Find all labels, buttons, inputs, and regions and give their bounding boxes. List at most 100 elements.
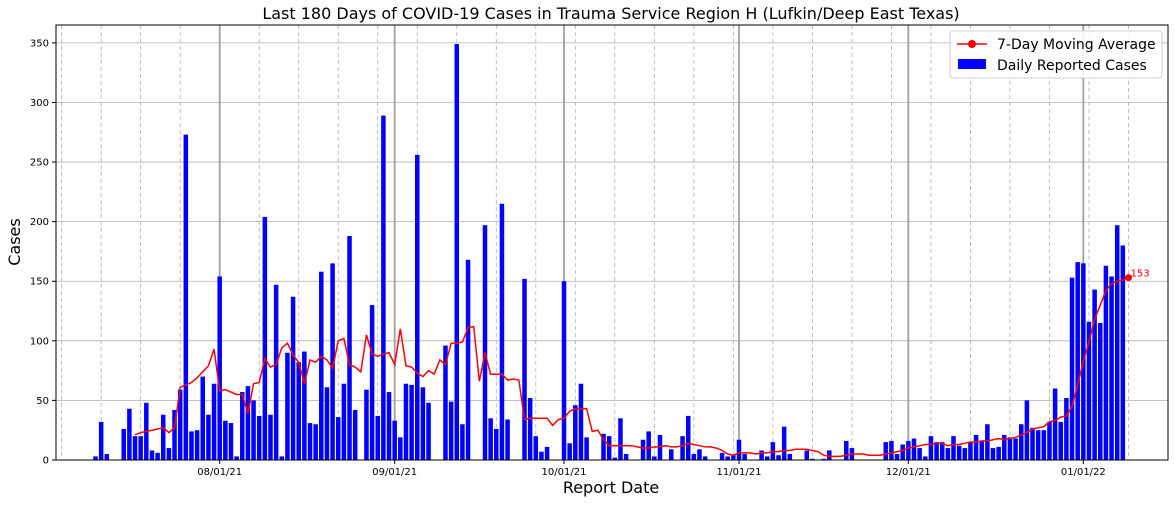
- x-axis-label: Report Date: [563, 478, 659, 497]
- daily-cases-bar: [522, 278, 527, 460]
- legend: 7-Day Moving Average Daily Reported Case…: [949, 30, 1163, 79]
- daily-cases-bar: [979, 440, 984, 460]
- daily-cases-bar: [398, 437, 403, 460]
- daily-cases-bar: [386, 392, 392, 460]
- axes: [55, 24, 1169, 461]
- daily-cases-bar: [1013, 438, 1018, 460]
- daily-cases-bar: [906, 440, 911, 460]
- daily-cases-bar: [296, 362, 301, 460]
- daily-cases-bar: [285, 352, 290, 460]
- daily-cases-bar: [1041, 430, 1047, 460]
- daily-cases-bar: [742, 454, 747, 460]
- daily-cases-bar: [132, 436, 138, 460]
- daily-cases-bar: [1047, 421, 1052, 460]
- daily-cases-bar: [200, 376, 206, 460]
- daily-cases-bar: [567, 443, 572, 460]
- daily-cases-bar: [996, 446, 1001, 460]
- daily-cases-bar: [1075, 262, 1080, 460]
- chart-title: Last 180 Days of COVID-19 Cases in Traum…: [262, 4, 959, 23]
- daily-cases-bar: [956, 445, 962, 460]
- daily-cases-bar: [923, 456, 928, 460]
- legend-frame: [949, 30, 1163, 79]
- daily-cases-bar: [448, 401, 454, 460]
- bar-series: [93, 44, 1126, 461]
- daily-cases-bar: [166, 448, 172, 460]
- daily-cases-bar: [945, 448, 951, 460]
- daily-cases-bar: [573, 405, 578, 460]
- daily-cases-bar: [313, 424, 318, 460]
- daily-cases-bar: [1030, 427, 1035, 460]
- daily-cases-bar: [1069, 277, 1075, 460]
- moving-average-series: [134, 274, 1132, 458]
- daily-cases-bar: [894, 454, 900, 460]
- daily-cases-bar: [702, 456, 708, 460]
- daily-cases-bar: [527, 398, 533, 460]
- daily-cases-bar: [1018, 424, 1024, 460]
- daily-cases-bar: [375, 415, 381, 460]
- daily-cases-bar: [640, 439, 646, 460]
- daily-cases-bar: [1092, 289, 1097, 460]
- daily-cases-bar: [1058, 421, 1064, 460]
- daily-cases-bar: [93, 456, 98, 460]
- daily-cases-bar: [104, 454, 110, 460]
- daily-cases-bar: [1064, 398, 1069, 460]
- daily-cases-bar: [324, 387, 330, 460]
- daily-cases-bar: [290, 296, 296, 460]
- legend-label-moving-average: 7-Day Moving Average: [997, 37, 1156, 53]
- daily-cases-bar: [1114, 225, 1120, 460]
- daily-cases-bar: [827, 450, 832, 460]
- daily-cases-bar: [889, 440, 894, 460]
- daily-cases-bar: [973, 434, 979, 460]
- y-tick-label: 200: [30, 217, 49, 228]
- daily-cases-bar: [934, 442, 939, 460]
- daily-cases-bar: [273, 284, 279, 460]
- y-axis-label: Cases: [5, 218, 24, 266]
- daily-cases-bar: [1120, 245, 1126, 460]
- daily-cases-bar: [962, 448, 968, 460]
- daily-cases-bar: [821, 458, 826, 460]
- daily-cases-bar: [883, 442, 889, 460]
- daily-cases-bar: [443, 345, 448, 460]
- daily-cases-bar: [736, 439, 742, 460]
- daily-cases-bar: [319, 271, 324, 460]
- daily-cases-bar: [680, 436, 685, 460]
- daily-cases-bar: [330, 263, 335, 460]
- daily-cases-bar: [697, 449, 702, 460]
- daily-cases-bar: [1002, 434, 1007, 460]
- daily-cases-bar: [764, 456, 770, 460]
- daily-cases-bar: [262, 216, 268, 460]
- daily-cases-bar: [719, 452, 725, 460]
- legend-bar-swatch: [958, 59, 986, 69]
- daily-cases-bar: [917, 448, 922, 460]
- daily-cases-bar: [121, 429, 126, 460]
- daily-cases-bar: [211, 383, 217, 460]
- daily-cases-bar: [776, 455, 781, 460]
- daily-cases-bar: [539, 451, 544, 460]
- daily-cases-bar: [623, 454, 629, 460]
- daily-cases-bar: [341, 383, 347, 460]
- daily-cases-bar: [601, 433, 606, 460]
- daily-cases-bar: [951, 436, 956, 460]
- daily-cases-bar: [533, 436, 539, 460]
- daily-cases-bar: [240, 392, 245, 460]
- daily-cases-bar: [781, 426, 787, 460]
- daily-cases-bar: [302, 351, 307, 460]
- daily-cases-bar: [251, 400, 256, 460]
- x-tick-label: 08/01/21: [197, 467, 242, 478]
- daily-cases-bar: [415, 154, 420, 460]
- y-tick-label: 150: [30, 277, 49, 288]
- daily-cases-bar: [691, 454, 697, 460]
- y-tick-label: 250: [30, 158, 49, 169]
- daily-cases-bar: [990, 448, 996, 460]
- daily-cases-bar: [804, 450, 809, 460]
- x-tick-label: 12/01/21: [886, 467, 931, 478]
- daily-cases-bar: [584, 437, 589, 460]
- y-tick-label: 350: [30, 38, 49, 49]
- daily-cases-bar: [420, 387, 426, 460]
- daily-cases-bar: [1024, 400, 1030, 460]
- daily-cases-bar: [731, 455, 736, 460]
- daily-cases-bar: [228, 423, 234, 460]
- x-tick-label: 10/01/21: [542, 467, 587, 478]
- daily-cases-bar: [578, 383, 584, 460]
